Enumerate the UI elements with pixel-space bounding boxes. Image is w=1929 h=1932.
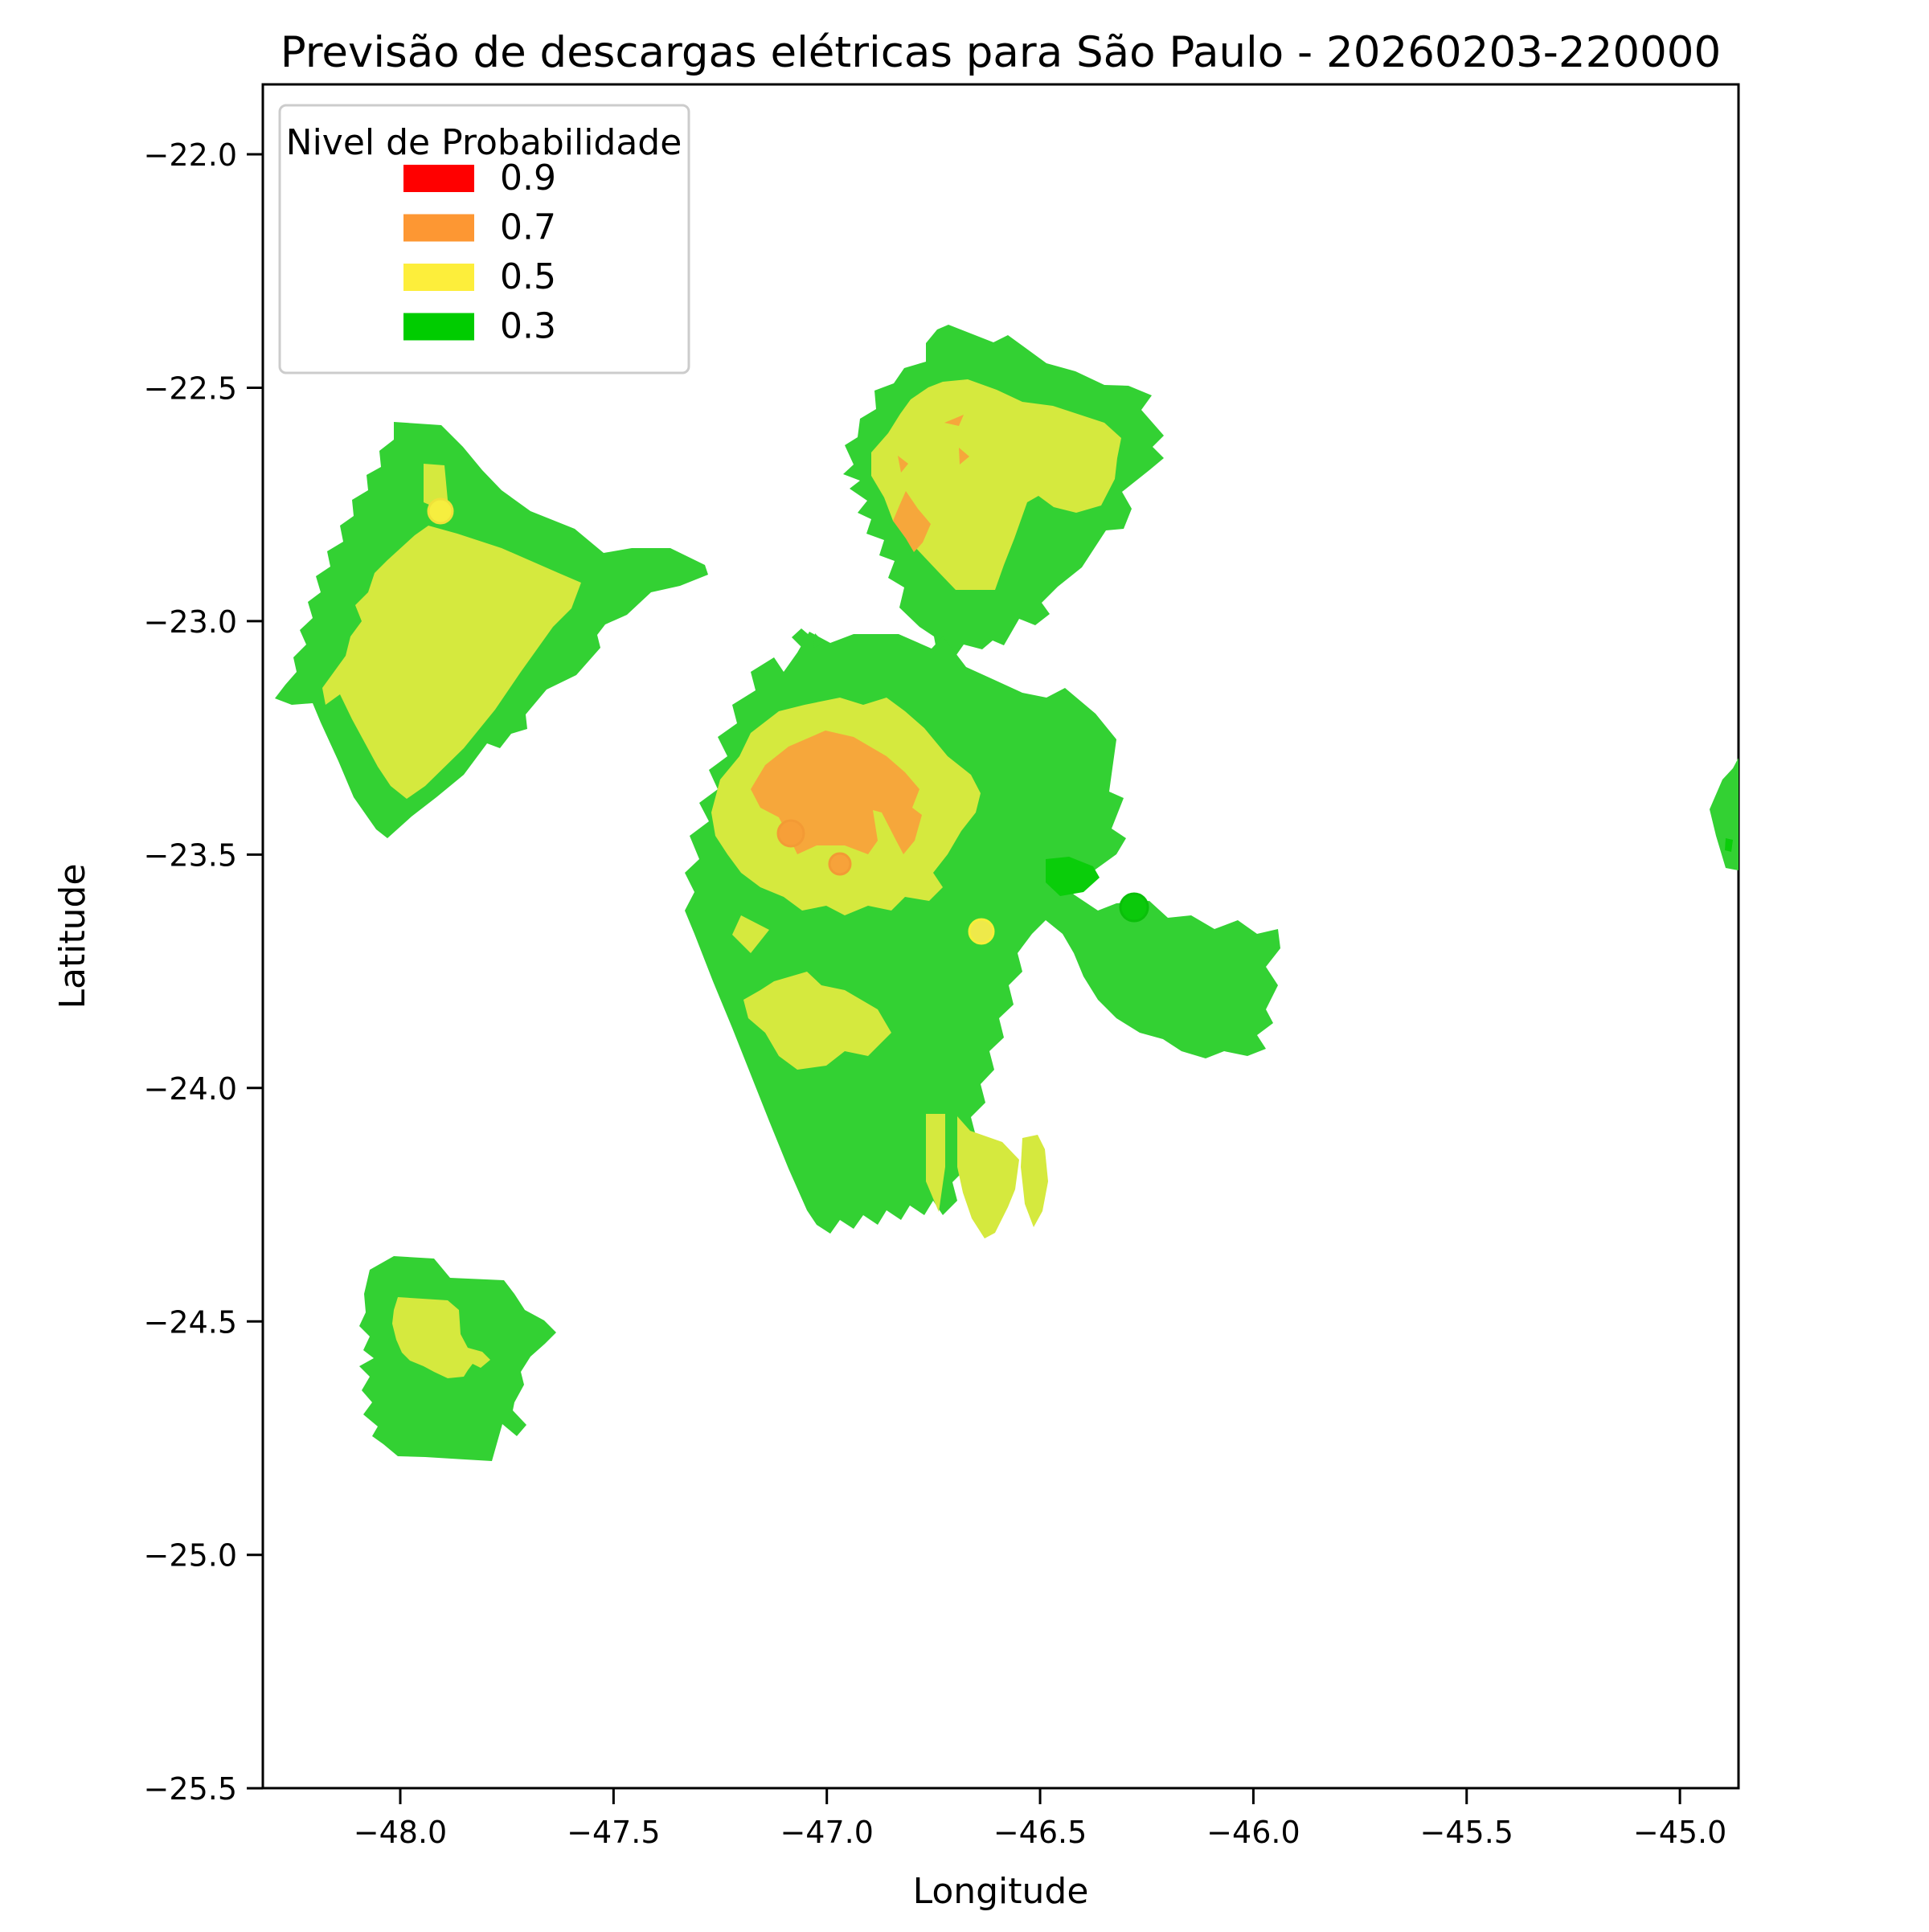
strike-markers-layer (427, 497, 1149, 945)
contour-region-north-central-cell-p07-speck-2 (959, 448, 969, 465)
contour-region-east-edge-sliver-overlap (1725, 838, 1733, 852)
x-axis-ticks: −48.0 −47.5 −47.0 −46.5 −46.0 −45.5 −45.0 (354, 1788, 1726, 1850)
x-tick-label: −46.0 (1206, 1815, 1300, 1850)
y-tick-label: −22.5 (144, 370, 237, 406)
contour-region-central-cell-p05-diamond (732, 915, 769, 953)
page-title: Previsão de descargas elétricas para São… (281, 28, 1722, 77)
strike-marker-green-central (1119, 892, 1149, 923)
y-tick-label: −23.0 (144, 604, 237, 640)
legend-label-0.3: 0.3 (500, 306, 556, 347)
strike-marker-yellow-central (968, 918, 995, 945)
strike-marker-yellow-west (427, 497, 454, 525)
y-tick-label: −25.5 (144, 1771, 237, 1807)
legend-label-0.7: 0.7 (500, 207, 556, 248)
contour-regions-layer (275, 325, 1739, 1461)
contour-region-west-cell-p05 (322, 526, 581, 799)
legend-entries: 0.9 0.7 0.5 0.3 (403, 158, 556, 347)
legend-swatch-0.3 (403, 313, 474, 341)
contour-region-central-cell-p05-streak-mid (957, 1116, 1019, 1238)
contour-region-north-central-cell-p07-core (893, 491, 931, 552)
x-tick-label: −46.5 (993, 1815, 1087, 1850)
x-axis-label: Longitude (913, 1871, 1089, 1912)
contour-region-gap-speck-1 (792, 628, 812, 647)
contour-region-gap-strip (949, 667, 958, 698)
y-tick-label: −23.5 (144, 837, 237, 873)
contour-region-central-cell-p05-streak-east (1021, 1135, 1048, 1227)
legend-label-0.9: 0.9 (500, 158, 556, 199)
y-axis-ticks: −22.0 −22.5 −23.0 −23.5 −24.0 −24.5 −25.0 −25.5 (144, 137, 263, 1807)
y-tick-label: −22.0 (144, 137, 237, 173)
strike-marker-orange-1 (776, 819, 805, 848)
x-tick-label: −47.0 (780, 1815, 873, 1850)
contour-region-gap-speck-2 (813, 633, 825, 648)
y-axis-label: Latitude (52, 863, 93, 1009)
legend-swatch-0.5 (403, 264, 474, 291)
contour-region-central-cell-p03-overlap-patch (1046, 857, 1100, 896)
contour-region-north-central-cell-p05 (871, 379, 1121, 590)
legend-swatch-0.9 (403, 165, 474, 192)
contour-region-southwest-cell-p05 (392, 1297, 490, 1378)
plot-frame (261, 83, 1740, 1790)
legend-swatch-0.7 (403, 214, 474, 242)
x-tick-label: −45.0 (1633, 1815, 1726, 1850)
contour-region-east-edge-sliver-p03 (1710, 758, 1739, 870)
y-tick-label: −25.0 (144, 1538, 237, 1574)
y-tick-label: −24.5 (144, 1304, 237, 1340)
x-tick-label: −48.0 (354, 1815, 447, 1850)
contour-region-central-cell-p05-lower (743, 972, 891, 1070)
legend-title: Nivel de Probabilidade (286, 122, 682, 163)
contour-region-north-central-cell-p07-speck-1 (944, 415, 964, 426)
contour-region-west-cell-p05-finger (424, 464, 448, 508)
legend: Nivel de Probabilidade 0.9 0.7 0.5 0.3 (278, 104, 690, 375)
y-tick-label: −24.0 (144, 1071, 237, 1107)
legend-box (278, 104, 690, 375)
strike-marker-orange-2 (828, 852, 852, 876)
contour-region-central-cell-p05-streak-west (926, 1114, 945, 1212)
contour-region-north-central-cell-p07-speck-3 (898, 456, 908, 473)
x-tick-label: −47.5 (567, 1815, 660, 1850)
x-tick-label: −45.5 (1420, 1815, 1513, 1850)
legend-label-0.5: 0.5 (500, 256, 556, 297)
